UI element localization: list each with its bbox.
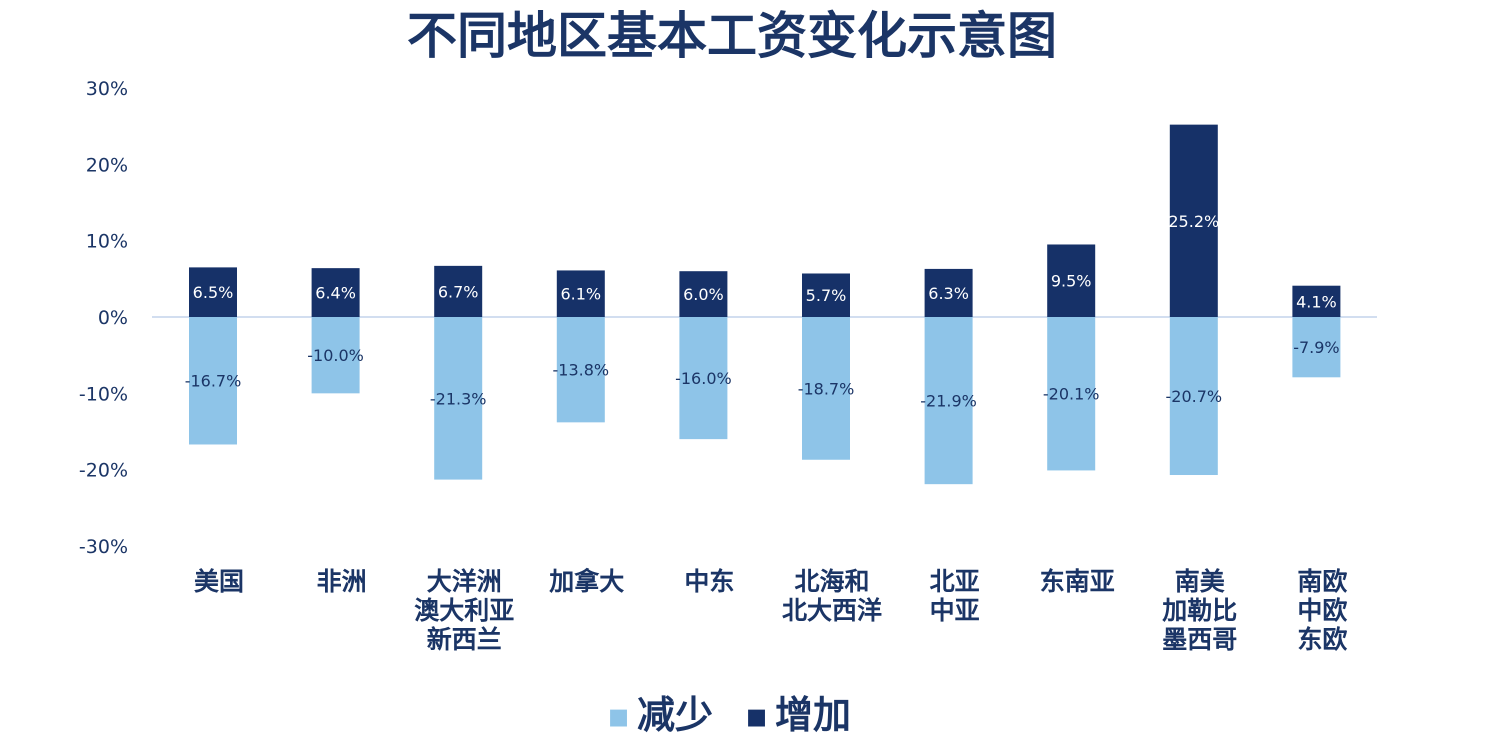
legend-marker: ▪ [745, 696, 768, 736]
data-label-increase: 5.7% [806, 286, 847, 305]
bar-decrease [189, 317, 237, 445]
bar-increase [1169, 124, 1218, 317]
data-label-decrease: -18.7% [798, 379, 855, 398]
bar-increase [311, 268, 360, 317]
y-tick-label: -20% [79, 460, 128, 482]
data-label-increase: 6.5% [193, 283, 234, 302]
category-label: 非洲 [317, 567, 367, 596]
y-tick-label: 10% [86, 231, 128, 253]
category-label: 大洋洲澳大利亚新西兰 [414, 567, 514, 654]
bar-increase [924, 268, 973, 317]
series-decrease [189, 317, 1341, 485]
bar-increase [1292, 285, 1341, 317]
legend-marker: ▪ [607, 696, 630, 736]
bar-increase [556, 270, 605, 317]
y-tick-label: 0% [98, 307, 128, 329]
data-label-decrease: -20.7% [1165, 387, 1222, 406]
bar-decrease [679, 317, 728, 440]
category-label: 北海和北大西洋 [782, 567, 882, 625]
legend-label: 减少 [637, 693, 713, 737]
data-label-increase: 6.1% [560, 285, 601, 304]
bar-increase [1047, 244, 1096, 317]
bar-decrease [1292, 317, 1341, 378]
data-label-decrease: -16.0% [675, 369, 732, 388]
data-label-decrease: -10.0% [307, 346, 364, 365]
category-label: 美国 [194, 567, 244, 596]
data-label-decrease: -20.1% [1043, 385, 1100, 404]
y-axis: 30% 20% 10% 0% -10% -20% -30% [79, 78, 128, 558]
chart-title: 不同地区基本工资变化示意图 [407, 7, 1057, 65]
legend-label: 增加 [775, 693, 851, 737]
category-label: 中东 [684, 567, 734, 596]
data-label-increase: 9.5% [1051, 272, 1092, 291]
data-label-increase: 6.4% [315, 284, 356, 303]
y-tick-label: 20% [86, 154, 128, 176]
category-label: 南美加勒比墨西哥 [1161, 567, 1237, 654]
bar-increase [679, 271, 728, 317]
data-labels: 6.5% -16.7% 6.4% -10.0% 6.7% -21.3% 6.1% -13.8%… [185, 212, 1340, 411]
bar-decrease [1169, 317, 1218, 476]
category-label: 东南亚 [1040, 567, 1115, 596]
data-label-increase: 4.1% [1296, 292, 1337, 311]
y-tick-label: 30% [86, 78, 128, 100]
category-label: 加拿大 [548, 567, 624, 596]
data-label-decrease: -16.7% [185, 372, 242, 391]
y-tick-label: -30% [79, 536, 128, 558]
bar-decrease [434, 317, 483, 480]
data-label-decrease: -21.3% [430, 389, 487, 408]
data-label-decrease: -13.8% [552, 361, 609, 380]
data-label-decrease: -7.9% [1293, 338, 1339, 357]
bar-decrease [802, 317, 850, 460]
bar-increase [434, 265, 483, 317]
bar-decrease [311, 317, 360, 394]
category-label: 北亚中亚 [930, 567, 980, 625]
data-label-increase: 25.2% [1168, 212, 1219, 231]
data-label-increase: 6.3% [928, 284, 969, 303]
bar-increase [189, 267, 237, 317]
data-label-increase: 6.7% [438, 282, 479, 301]
bar-decrease [924, 317, 973, 485]
bar-decrease [1047, 317, 1096, 471]
data-label-decrease: -21.9% [920, 392, 977, 411]
bar-decrease [556, 317, 605, 423]
data-label-increase: 6.0% [683, 285, 724, 304]
series-increase [189, 124, 1341, 317]
y-tick-label: -10% [79, 383, 128, 405]
bar-increase [802, 273, 850, 317]
category-label: 南欧中欧东欧 [1297, 567, 1347, 654]
legend: ▪ 减少 ▪ 增加 [607, 693, 851, 737]
